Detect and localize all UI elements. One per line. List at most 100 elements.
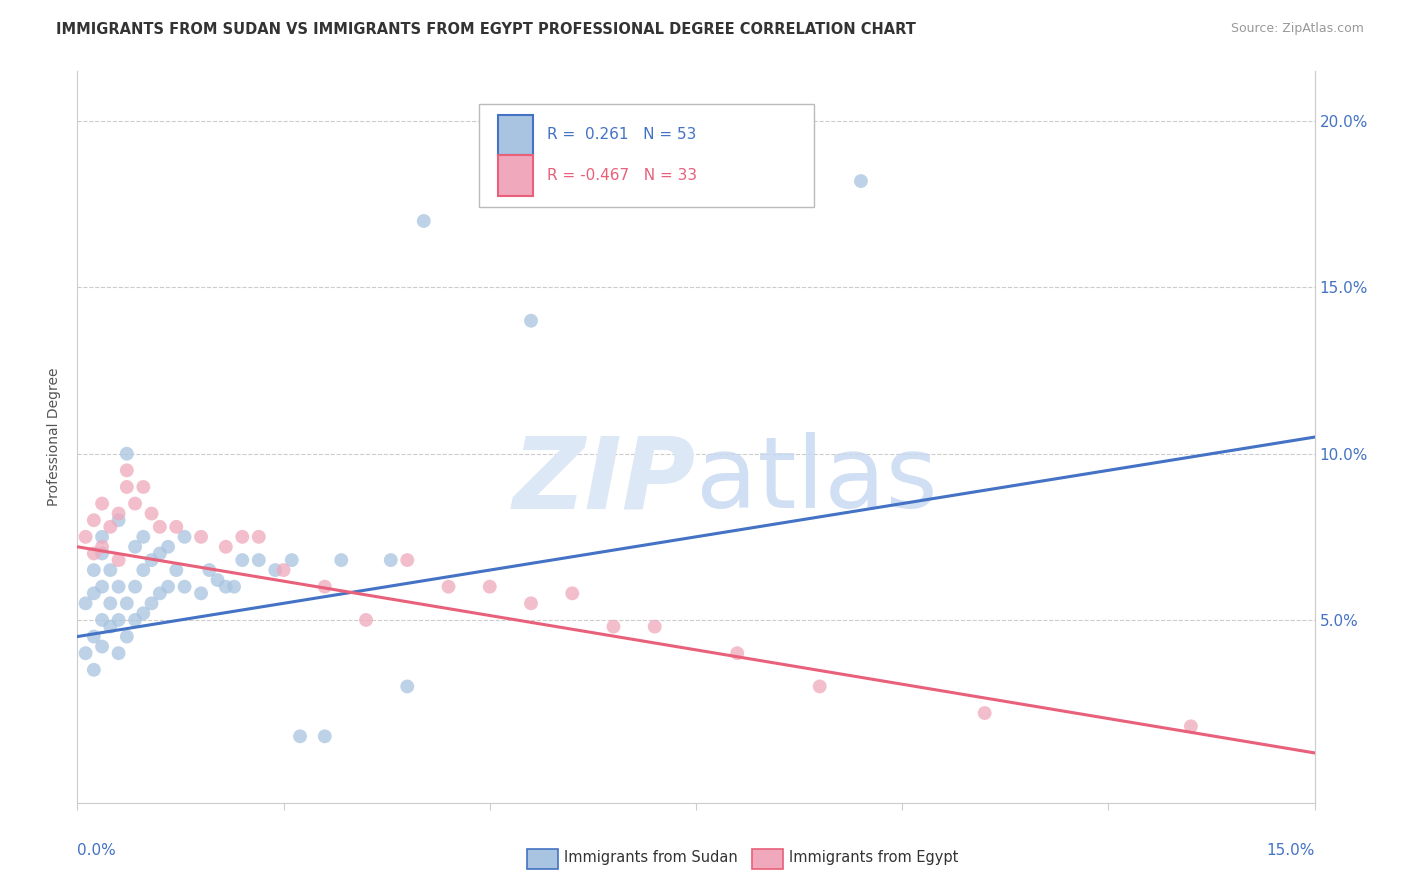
Point	[91, 497, 114, 511]
Point	[141, 507, 163, 521]
Point	[115, 447, 138, 461]
Point	[83, 563, 105, 577]
Point	[124, 540, 146, 554]
Point	[520, 596, 543, 610]
Point	[157, 540, 180, 554]
Point	[231, 530, 253, 544]
Point	[247, 553, 270, 567]
Point	[215, 540, 238, 554]
Point	[115, 630, 138, 644]
Point	[149, 546, 172, 560]
Point	[380, 553, 402, 567]
Point	[396, 553, 419, 567]
Point	[330, 553, 353, 567]
Point	[83, 586, 105, 600]
Point	[173, 530, 195, 544]
Point	[115, 596, 138, 610]
Point	[141, 553, 163, 567]
Point	[132, 480, 155, 494]
Text: 15.0%: 15.0%	[1267, 843, 1315, 858]
Point	[83, 546, 105, 560]
Point	[107, 553, 129, 567]
Point	[107, 613, 129, 627]
Point	[141, 596, 163, 610]
Text: R =  0.261   N = 53: R = 0.261 N = 53	[547, 128, 697, 143]
Text: 0.0%: 0.0%	[77, 843, 117, 858]
Point	[725, 646, 748, 660]
Point	[173, 580, 195, 594]
Y-axis label: Professional Degree: Professional Degree	[48, 368, 62, 507]
Text: ZIP: ZIP	[513, 433, 696, 530]
FancyBboxPatch shape	[498, 115, 533, 155]
FancyBboxPatch shape	[479, 104, 814, 207]
Point	[849, 174, 872, 188]
Point	[98, 596, 121, 610]
Point	[132, 563, 155, 577]
Point	[107, 580, 129, 594]
Point	[75, 646, 97, 660]
Point	[91, 546, 114, 560]
Point	[91, 640, 114, 654]
Point	[354, 613, 377, 627]
Point	[75, 596, 97, 610]
Text: atlas: atlas	[696, 433, 938, 530]
Point	[1180, 719, 1202, 733]
Point	[91, 530, 114, 544]
Point	[973, 706, 995, 720]
Point	[437, 580, 460, 594]
Point	[165, 563, 187, 577]
Point	[281, 553, 304, 567]
Point	[157, 580, 180, 594]
Point	[83, 513, 105, 527]
Point	[91, 540, 114, 554]
Point	[91, 613, 114, 627]
Point	[83, 630, 105, 644]
Point	[83, 663, 105, 677]
Point	[314, 580, 336, 594]
Point	[264, 563, 287, 577]
Point	[231, 553, 253, 567]
Point	[124, 580, 146, 594]
Point	[314, 729, 336, 743]
Point	[207, 573, 229, 587]
Point	[107, 646, 129, 660]
Point	[273, 563, 295, 577]
Text: Immigrants from Egypt: Immigrants from Egypt	[789, 850, 957, 864]
Text: IMMIGRANTS FROM SUDAN VS IMMIGRANTS FROM EGYPT PROFESSIONAL DEGREE CORRELATION C: IMMIGRANTS FROM SUDAN VS IMMIGRANTS FROM…	[56, 22, 917, 37]
Point	[396, 680, 419, 694]
Point	[132, 530, 155, 544]
Point	[107, 507, 129, 521]
Point	[91, 580, 114, 594]
Point	[247, 530, 270, 544]
Text: Immigrants from Sudan: Immigrants from Sudan	[564, 850, 738, 864]
Point	[98, 619, 121, 633]
FancyBboxPatch shape	[498, 155, 533, 195]
Point	[288, 729, 311, 743]
Point	[198, 563, 221, 577]
Point	[75, 530, 97, 544]
Point	[149, 586, 172, 600]
Point	[561, 586, 583, 600]
Point	[165, 520, 187, 534]
Point	[808, 680, 831, 694]
Point	[602, 619, 624, 633]
Point	[115, 480, 138, 494]
Point	[478, 580, 501, 594]
Text: Source: ZipAtlas.com: Source: ZipAtlas.com	[1230, 22, 1364, 36]
Point	[412, 214, 434, 228]
Point	[215, 580, 238, 594]
Point	[98, 563, 121, 577]
Point	[115, 463, 138, 477]
Point	[124, 497, 146, 511]
Point	[107, 513, 129, 527]
Point	[124, 613, 146, 627]
Point	[190, 586, 212, 600]
Point	[190, 530, 212, 544]
Point	[520, 314, 543, 328]
Point	[132, 607, 155, 621]
Point	[149, 520, 172, 534]
Point	[644, 619, 666, 633]
Point	[222, 580, 245, 594]
Point	[98, 520, 121, 534]
Text: R = -0.467   N = 33: R = -0.467 N = 33	[547, 169, 697, 184]
